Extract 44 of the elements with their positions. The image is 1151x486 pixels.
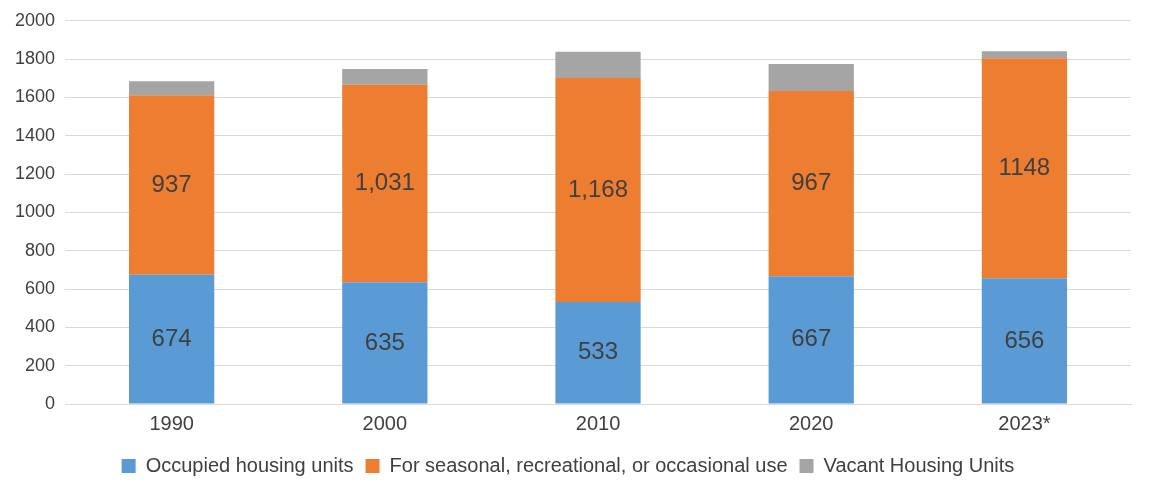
bar xyxy=(342,68,428,85)
y-tick-label: 1800 xyxy=(15,48,56,69)
y-tick-label: 800 xyxy=(25,239,56,260)
y-tick-label: 1200 xyxy=(15,163,56,184)
data-label: 937 xyxy=(151,169,192,197)
bar xyxy=(129,274,215,404)
y-tick-label: 400 xyxy=(25,316,56,337)
data-label: 1,031 xyxy=(354,168,415,196)
bar xyxy=(342,84,428,283)
y-tick-label: 1600 xyxy=(15,86,56,107)
x-tick-label: 2023* xyxy=(998,411,1051,434)
y-tick-label: 200 xyxy=(25,354,56,375)
x-tick-label: 2010 xyxy=(575,411,621,434)
data-label: 1148 xyxy=(998,152,1051,180)
data-label: 635 xyxy=(364,327,405,355)
bar xyxy=(129,95,215,275)
y-tick-label: 600 xyxy=(25,278,56,299)
y-tick-label: 1400 xyxy=(15,124,56,145)
data-label: 1,168 xyxy=(567,174,629,202)
bar xyxy=(555,301,641,404)
data-label: 533 xyxy=(578,337,619,365)
y-tick-label: 2000 xyxy=(15,9,56,30)
data-label: 667 xyxy=(791,324,832,352)
bar xyxy=(129,81,215,96)
bar xyxy=(768,276,854,404)
x-tick-label: 2020 xyxy=(788,411,834,434)
x-tick-label: 1990 xyxy=(149,411,194,434)
data-label: 656 xyxy=(1004,325,1045,353)
legend-label: Vacant Housing Units xyxy=(823,453,1015,476)
bar xyxy=(981,278,1068,404)
bar xyxy=(555,51,641,79)
legend-label: For seasonal, recreational, or occasional use xyxy=(389,453,788,476)
bar xyxy=(981,58,1068,279)
data-label: 967 xyxy=(791,168,832,196)
y-tick-label: 1000 xyxy=(15,201,56,222)
data-label: 674 xyxy=(151,323,192,351)
bar xyxy=(342,282,428,404)
bar xyxy=(555,78,641,302)
bar xyxy=(981,51,1068,59)
x-tick-label: 2000 xyxy=(362,411,408,434)
bar xyxy=(768,90,854,277)
legend-label: Occupied housing units xyxy=(145,453,354,476)
bar xyxy=(768,63,854,91)
y-tick-label: 0 xyxy=(45,392,56,413)
